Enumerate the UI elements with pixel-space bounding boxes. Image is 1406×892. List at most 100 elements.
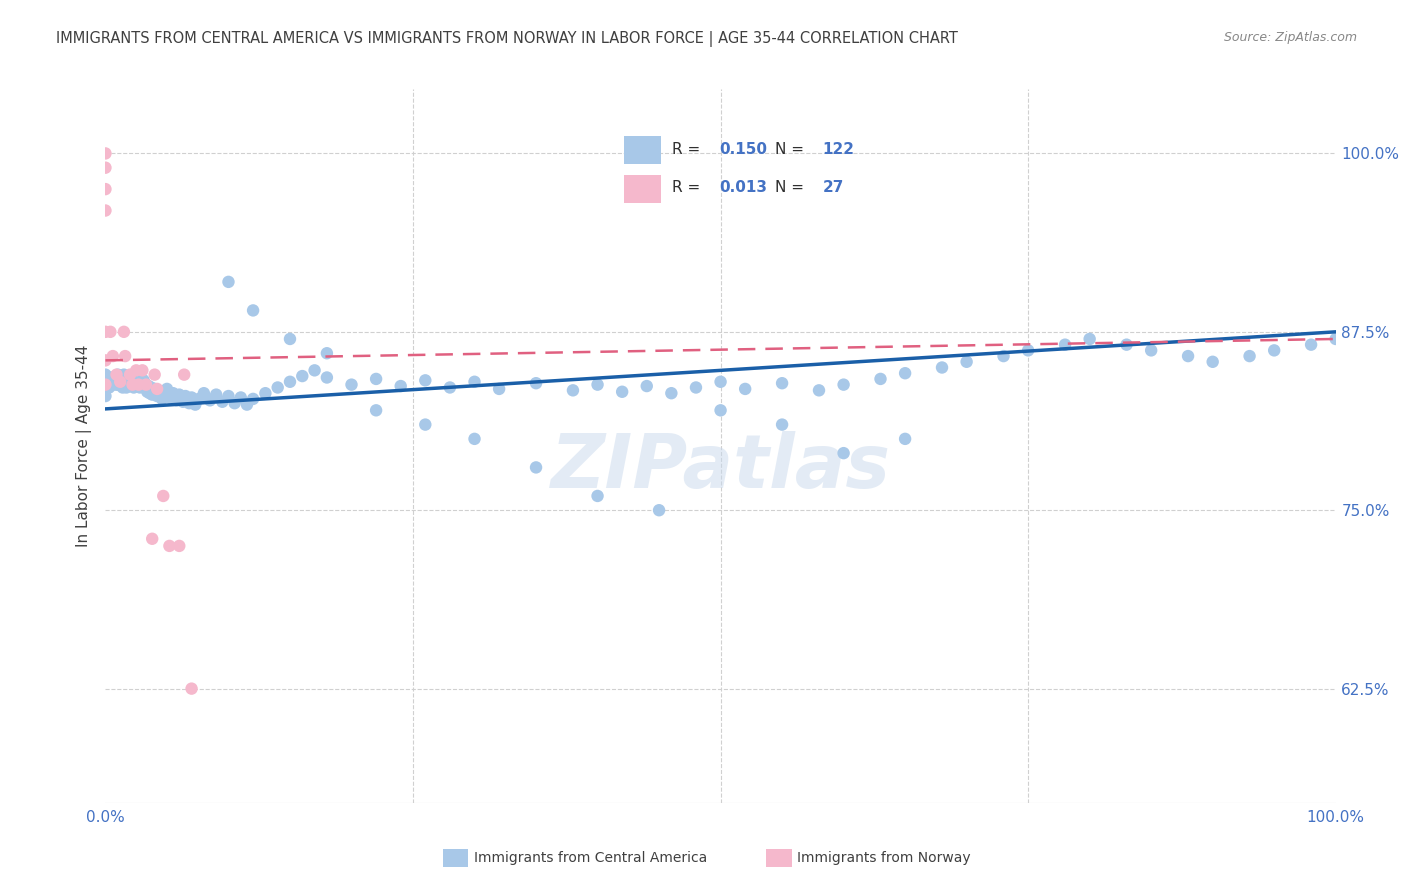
- Point: [111, 380, 134, 394]
- Point: [1202, 355, 1225, 369]
- Point: [869, 372, 891, 386]
- Point: [807, 384, 830, 398]
- Point: [98, 375, 122, 389]
- Text: Source: ZipAtlas.com: Source: ZipAtlas.com: [1223, 31, 1357, 45]
- Point: [832, 446, 855, 460]
- Point: [169, 539, 191, 553]
- Point: [129, 375, 152, 389]
- Point: [174, 389, 197, 403]
- Point: [124, 375, 146, 389]
- Point: [101, 349, 124, 363]
- Point: [218, 275, 240, 289]
- Point: [993, 349, 1015, 363]
- Point: [894, 366, 917, 380]
- Point: [1115, 337, 1137, 351]
- Point: [524, 460, 547, 475]
- Point: [205, 387, 228, 401]
- Point: [125, 370, 148, 384]
- Point: [586, 489, 609, 503]
- Point: [162, 386, 184, 401]
- Point: [179, 396, 201, 410]
- Point: [173, 368, 195, 382]
- Point: [291, 369, 314, 384]
- Point: [710, 403, 733, 417]
- Point: [135, 377, 157, 392]
- Point: [218, 389, 240, 403]
- Point: [439, 380, 461, 394]
- Point: [115, 380, 138, 394]
- Point: [121, 377, 143, 392]
- Point: [152, 489, 174, 503]
- Text: Immigrants from Norway: Immigrants from Norway: [797, 851, 970, 865]
- Point: [648, 503, 671, 517]
- Point: [141, 532, 163, 546]
- Point: [224, 396, 246, 410]
- Point: [464, 432, 486, 446]
- Text: IMMIGRANTS FROM CENTRAL AMERICA VS IMMIGRANTS FROM NORWAY IN LABOR FORCE | AGE 3: IMMIGRANTS FROM CENTRAL AMERICA VS IMMIG…: [56, 31, 957, 47]
- Point: [114, 349, 136, 363]
- Point: [1177, 349, 1199, 363]
- Text: ZIPatlas: ZIPatlas: [551, 431, 890, 504]
- Point: [143, 368, 166, 382]
- Point: [188, 392, 211, 406]
- Point: [101, 377, 124, 392]
- Point: [94, 377, 117, 392]
- Point: [128, 377, 150, 392]
- Point: [236, 398, 259, 412]
- Point: [125, 363, 148, 377]
- Point: [340, 377, 363, 392]
- Point: [315, 370, 337, 384]
- Point: [610, 384, 633, 399]
- Point: [136, 384, 159, 399]
- Point: [110, 377, 132, 392]
- Point: [661, 386, 683, 401]
- Point: [734, 382, 756, 396]
- Point: [149, 384, 172, 399]
- Point: [112, 325, 135, 339]
- Point: [415, 373, 437, 387]
- Point: [146, 389, 169, 403]
- Point: [120, 368, 141, 382]
- Point: [120, 377, 142, 392]
- Point: [120, 370, 141, 384]
- Point: [150, 392, 173, 406]
- Point: [894, 432, 917, 446]
- Point: [118, 379, 141, 393]
- Point: [315, 346, 337, 360]
- Point: [143, 382, 166, 396]
- Point: [103, 375, 125, 389]
- Point: [94, 146, 117, 161]
- Point: [1054, 337, 1077, 351]
- Point: [131, 379, 153, 393]
- Point: [636, 379, 658, 393]
- Point: [159, 539, 180, 553]
- Point: [94, 389, 117, 403]
- Point: [169, 387, 191, 401]
- Point: [94, 377, 117, 392]
- Point: [464, 375, 486, 389]
- Point: [105, 377, 128, 392]
- Point: [1140, 343, 1163, 358]
- Point: [141, 387, 163, 401]
- Point: [166, 393, 188, 408]
- Point: [685, 380, 707, 394]
- Point: [1017, 343, 1039, 358]
- Point: [107, 368, 129, 382]
- Point: [586, 377, 609, 392]
- Point: [172, 394, 194, 409]
- Point: [132, 373, 155, 387]
- Point: [139, 380, 162, 394]
- Point: [211, 394, 233, 409]
- Point: [94, 161, 117, 175]
- Point: [107, 377, 129, 392]
- Point: [242, 392, 264, 406]
- Point: [832, 377, 855, 392]
- Point: [770, 417, 793, 432]
- Point: [97, 372, 120, 386]
- Point: [100, 370, 122, 384]
- Point: [127, 379, 149, 393]
- Point: [267, 380, 290, 394]
- Point: [159, 391, 180, 405]
- Point: [180, 391, 202, 405]
- Point: [710, 375, 733, 389]
